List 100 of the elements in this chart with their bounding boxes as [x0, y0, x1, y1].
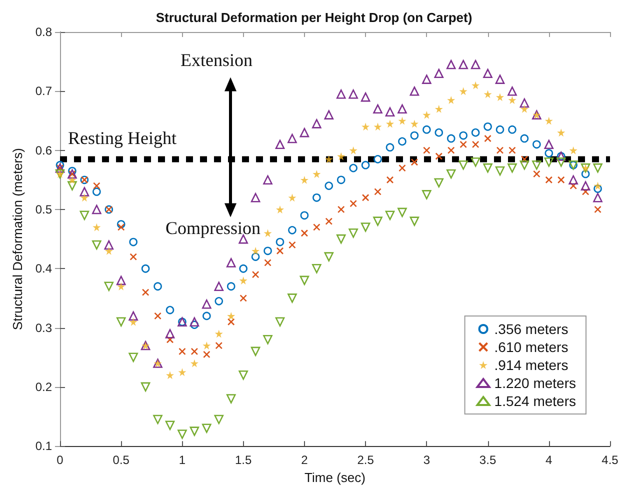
- point: [264, 229, 272, 238]
- point: [594, 206, 602, 214]
- point: [435, 152, 443, 160]
- point: [250, 346, 260, 356]
- point: [434, 178, 444, 188]
- point: [165, 329, 175, 338]
- point: [264, 259, 272, 266]
- legend-label: .610 meters: [494, 339, 568, 355]
- point: [250, 192, 260, 202]
- point: [422, 110, 431, 119]
- point: [130, 253, 137, 260]
- point: [227, 318, 235, 326]
- point: [92, 204, 102, 214]
- x-tick-label: 0.5: [112, 453, 130, 468]
- point: [458, 160, 468, 170]
- point: [545, 176, 553, 184]
- point: [582, 188, 590, 196]
- point: [116, 276, 126, 286]
- point: [324, 252, 334, 262]
- point: [128, 311, 138, 321]
- point: [581, 170, 590, 178]
- point: [240, 294, 247, 302]
- point: [385, 210, 395, 220]
- point: [129, 238, 138, 246]
- point: [422, 74, 432, 84]
- point: [142, 288, 150, 296]
- point: [459, 131, 468, 140]
- point: [557, 176, 565, 184]
- point: [422, 190, 432, 200]
- point: [226, 282, 236, 291]
- legend-label: .914 meters: [494, 357, 568, 373]
- point: [496, 93, 504, 102]
- point: [496, 125, 504, 134]
- point: [385, 107, 395, 117]
- y-tick-label: 0.7: [35, 84, 52, 98]
- point: [472, 140, 480, 148]
- point: [593, 192, 602, 202]
- point: [570, 182, 577, 190]
- point: [324, 155, 333, 164]
- x-tick-label: 0: [56, 453, 64, 468]
- point: [190, 348, 198, 356]
- point: [336, 176, 346, 184]
- point: [544, 140, 554, 150]
- point: [128, 352, 138, 362]
- point: [202, 424, 212, 434]
- point: [166, 336, 174, 344]
- point: [556, 157, 566, 167]
- point: [227, 312, 236, 320]
- point: [226, 394, 236, 404]
- point: [508, 146, 516, 154]
- point: [68, 181, 77, 190]
- point: [458, 60, 468, 70]
- point: [374, 188, 382, 196]
- point: [140, 382, 150, 392]
- point: [484, 122, 492, 131]
- point: [459, 87, 468, 96]
- point: [300, 229, 308, 237]
- point: [446, 134, 456, 143]
- point: [288, 134, 297, 144]
- y-tick-label: 0.4: [35, 262, 52, 276]
- x-tick-label: 1.5: [234, 453, 252, 468]
- point: [362, 194, 370, 202]
- point: [226, 258, 236, 268]
- point: [557, 128, 566, 137]
- point: [495, 166, 505, 176]
- point: [178, 430, 187, 439]
- point: [374, 155, 382, 164]
- point: [263, 334, 272, 344]
- point: [80, 210, 90, 220]
- x-tick-label: 1: [178, 453, 186, 468]
- point: [470, 157, 480, 167]
- y-tick-label: 0.1: [35, 439, 52, 454]
- point: [275, 140, 285, 150]
- point: [288, 241, 296, 249]
- annotation: Extension: [180, 50, 252, 70]
- point: [288, 226, 296, 234]
- point: [117, 224, 125, 231]
- point: [325, 218, 333, 225]
- x-tick-label: 2.5: [357, 453, 374, 468]
- point: [202, 342, 211, 350]
- y-tick-label: 0.6: [35, 143, 52, 158]
- point: [508, 125, 516, 134]
- point: [471, 128, 480, 137]
- point: [252, 246, 260, 255]
- point: [214, 414, 224, 424]
- point: [386, 120, 394, 128]
- point: [544, 157, 554, 167]
- point: [312, 193, 321, 202]
- point: [166, 371, 174, 380]
- point: [288, 194, 296, 202]
- annotation: Compression: [166, 218, 261, 238]
- point: [336, 234, 346, 244]
- y-tick-label: 0.5: [35, 202, 52, 216]
- point: [300, 211, 309, 220]
- point: [92, 188, 101, 196]
- point: [337, 152, 346, 160]
- point: [594, 182, 602, 190]
- point: [276, 205, 284, 214]
- point: [141, 264, 150, 273]
- point: [129, 318, 138, 326]
